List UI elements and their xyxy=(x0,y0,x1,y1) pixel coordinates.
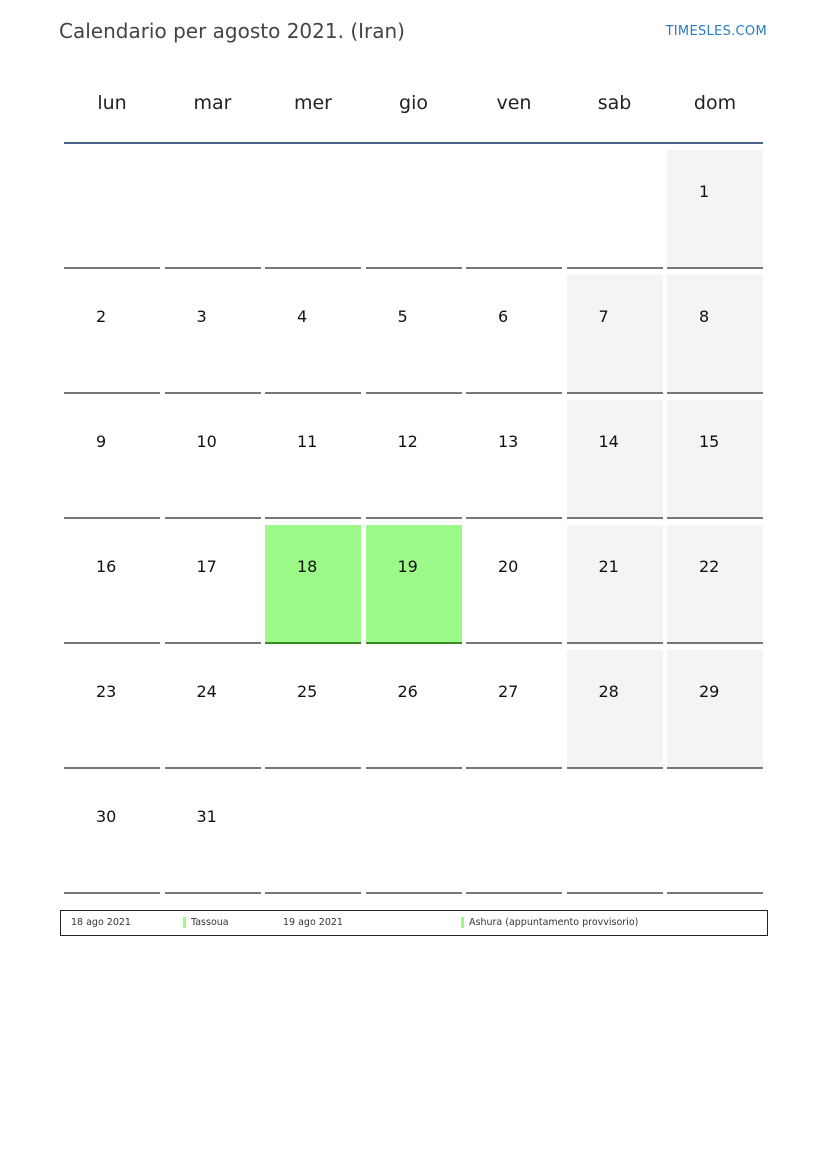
legend-date: 18 ago 2021 xyxy=(71,917,131,928)
day-cell[interactable]: 25 xyxy=(265,650,361,769)
day-number: 12 xyxy=(397,432,418,451)
day-cell[interactable]: 28 xyxy=(566,650,663,769)
day-cell[interactable]: 4 xyxy=(265,275,361,394)
day-number: 26 xyxy=(397,682,418,701)
day-number: 10 xyxy=(196,432,217,451)
day-cell[interactable]: 23 xyxy=(64,650,160,769)
holiday-color-marker xyxy=(183,917,186,928)
day-cell[interactable]: 24 xyxy=(164,650,261,769)
weekday-header: dom xyxy=(693,92,737,114)
day-cell[interactable]: 31 xyxy=(164,775,261,894)
day-number: 1 xyxy=(699,182,710,201)
header-divider xyxy=(64,142,763,144)
day-cell[interactable]: 11 xyxy=(265,400,361,519)
weekday-header: mar xyxy=(193,92,232,114)
day-cell[interactable]: 6 xyxy=(466,275,562,394)
day-number: 3 xyxy=(196,307,207,326)
day-cell[interactable]: 22 xyxy=(667,525,763,644)
page-title: Calendario per agosto 2021. (Iran) xyxy=(59,19,405,43)
weekday-header: lun xyxy=(97,92,127,114)
empty-cell xyxy=(365,150,462,269)
day-number: 5 xyxy=(397,307,408,326)
holiday-legend: 18 ago 2021 Tassoua 19 ago 2021 Ashura (… xyxy=(60,910,768,936)
day-cell[interactable]: 7 xyxy=(566,275,663,394)
day-cell[interactable]: 5 xyxy=(365,275,462,394)
day-number: 9 xyxy=(96,432,107,451)
day-number: 7 xyxy=(598,307,609,326)
day-cell[interactable]: 2 xyxy=(64,275,160,394)
day-number: 27 xyxy=(498,682,519,701)
day-cell[interactable]: 16 xyxy=(64,525,160,644)
day-cell[interactable]: 12 xyxy=(365,400,462,519)
day-number: 14 xyxy=(598,432,619,451)
day-number: 16 xyxy=(96,557,117,576)
legend-date: 19 ago 2021 xyxy=(283,917,343,928)
weekday-header: sab xyxy=(597,92,632,114)
day-number: 11 xyxy=(297,432,318,451)
day-cell[interactable]: 19 xyxy=(365,525,462,644)
empty-cell xyxy=(265,775,361,894)
empty-cell xyxy=(466,150,562,269)
day-cell[interactable]: 29 xyxy=(667,650,763,769)
empty-cell xyxy=(667,775,763,894)
day-number: 30 xyxy=(96,807,117,826)
day-cell[interactable]: 9 xyxy=(64,400,160,519)
day-number: 31 xyxy=(196,807,217,826)
day-cell[interactable]: 1 xyxy=(667,150,763,269)
day-number: 8 xyxy=(699,307,710,326)
empty-cell xyxy=(466,775,562,894)
weekday-header: mer xyxy=(293,92,332,114)
day-number: 15 xyxy=(699,432,720,451)
brand-link[interactable]: TIMESLES.COM xyxy=(665,24,767,39)
day-number: 13 xyxy=(498,432,519,451)
day-cell[interactable]: 26 xyxy=(365,650,462,769)
day-number: 21 xyxy=(598,557,619,576)
day-number: 25 xyxy=(297,682,318,701)
day-number: 24 xyxy=(196,682,217,701)
day-cell[interactable]: 30 xyxy=(64,775,160,894)
legend-holiday-name: Tassoua xyxy=(191,917,229,928)
day-cell[interactable]: 20 xyxy=(466,525,562,644)
empty-cell xyxy=(365,775,462,894)
empty-cell xyxy=(64,150,160,269)
day-cell[interactable]: 8 xyxy=(667,275,763,394)
day-number: 4 xyxy=(297,307,308,326)
empty-cell xyxy=(265,150,361,269)
weekday-header: gio xyxy=(399,92,428,114)
day-cell[interactable]: 18 xyxy=(265,525,361,644)
day-number: 19 xyxy=(397,557,418,576)
day-cell[interactable]: 3 xyxy=(164,275,261,394)
day-number: 29 xyxy=(699,682,720,701)
day-cell[interactable]: 27 xyxy=(466,650,562,769)
empty-cell xyxy=(566,775,663,894)
day-cell[interactable]: 21 xyxy=(566,525,663,644)
day-cell[interactable]: 10 xyxy=(164,400,261,519)
day-number: 23 xyxy=(96,682,117,701)
day-cell[interactable]: 15 xyxy=(667,400,763,519)
day-number: 2 xyxy=(96,307,107,326)
day-cell[interactable]: 17 xyxy=(164,525,261,644)
weekday-header: ven xyxy=(496,92,532,114)
day-number: 28 xyxy=(598,682,619,701)
day-cell[interactable]: 14 xyxy=(566,400,663,519)
day-number: 22 xyxy=(699,557,720,576)
day-number: 20 xyxy=(498,557,519,576)
empty-cell xyxy=(566,150,663,269)
day-number: 17 xyxy=(196,557,217,576)
day-number: 6 xyxy=(498,307,509,326)
holiday-color-marker xyxy=(461,917,464,928)
day-number: 18 xyxy=(297,557,318,576)
day-cell[interactable]: 13 xyxy=(466,400,562,519)
legend-holiday-name: Ashura (appuntamento provvisorio) xyxy=(469,917,639,928)
empty-cell xyxy=(164,150,261,269)
